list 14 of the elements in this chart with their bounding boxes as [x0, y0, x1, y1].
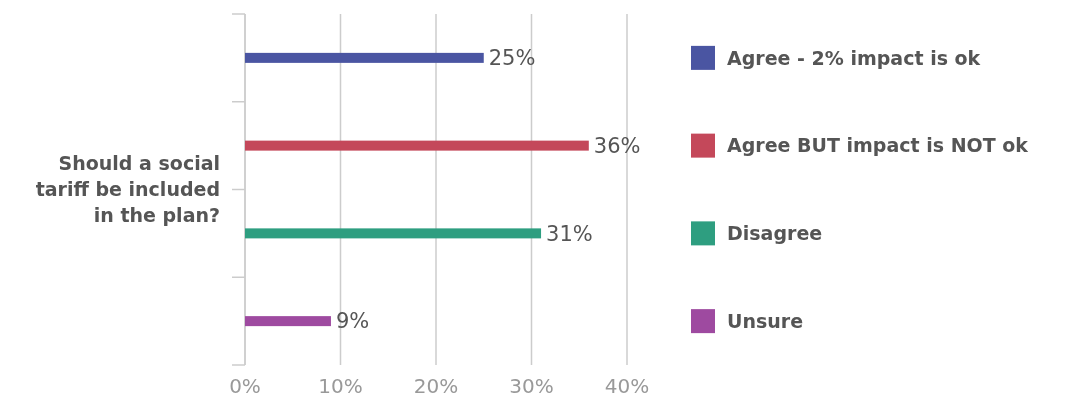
legend-label: Disagree — [727, 222, 823, 245]
x-tick-label: 10% — [318, 374, 363, 398]
legend-label: Agree - 2% impact is ok — [727, 46, 981, 69]
data-label: 36% — [593, 133, 641, 158]
data-label: 25% — [488, 46, 536, 71]
x-tick-label: 0% — [229, 374, 261, 398]
x-tick-label: 20% — [413, 374, 459, 398]
x-tick-label: 40% — [604, 374, 650, 398]
legend-label: Unsure — [727, 309, 804, 332]
y-axis-title: Should a social tariff be included in the plan? — [35, 152, 220, 227]
data-label: 31% — [546, 221, 593, 246]
legend-label: Agree BUT impact is NOT ok — [727, 134, 1029, 157]
x-tick-label: 30% — [509, 374, 554, 398]
data-label: 9% — [335, 309, 370, 334]
